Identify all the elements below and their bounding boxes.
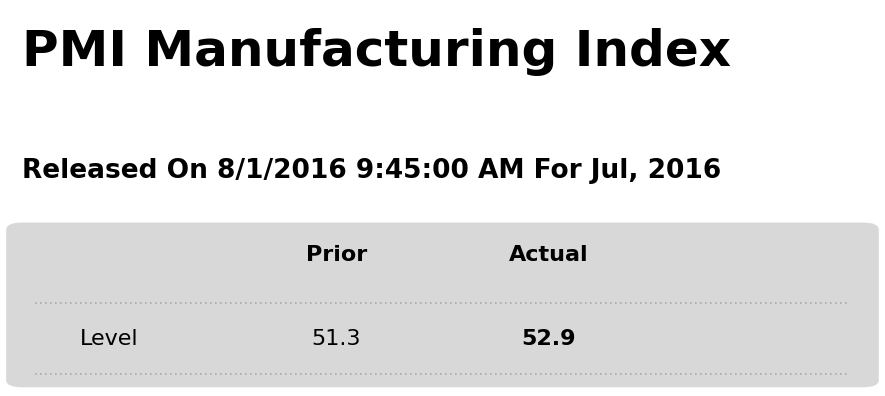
Text: Prior: Prior xyxy=(305,246,367,265)
Text: 51.3: 51.3 xyxy=(312,329,361,348)
Text: Level: Level xyxy=(80,329,138,348)
Text: 52.9: 52.9 xyxy=(521,329,576,348)
Text: PMI Manufacturing Index: PMI Manufacturing Index xyxy=(22,28,731,76)
Text: Actual: Actual xyxy=(509,246,589,265)
Text: Released On 8/1/2016 9:45:00 AM For Jul, 2016: Released On 8/1/2016 9:45:00 AM For Jul,… xyxy=(22,158,721,185)
FancyBboxPatch shape xyxy=(6,223,879,387)
